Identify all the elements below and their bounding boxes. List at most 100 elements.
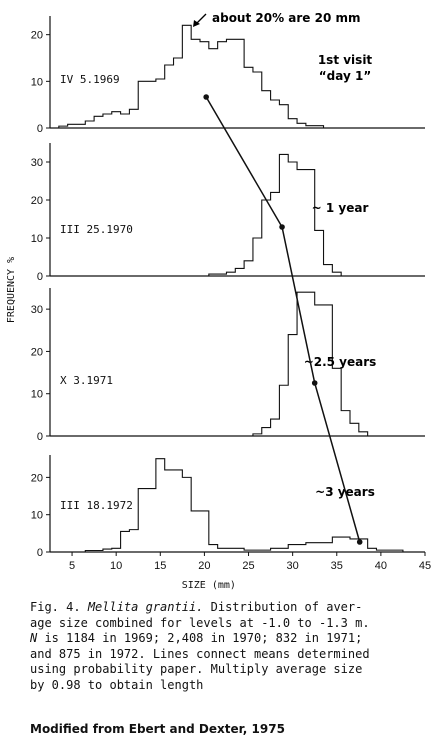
histogram-bar [297, 545, 306, 552]
histogram-bar [138, 489, 147, 552]
histogram-bar [121, 114, 130, 128]
histogram-bar [306, 170, 315, 276]
histogram-bar [138, 81, 147, 128]
histogram-bar [341, 411, 350, 436]
histogram-bar [324, 265, 333, 276]
mean-point [356, 539, 363, 545]
histogram-bar [324, 543, 333, 552]
histogram-bar [218, 42, 227, 128]
histogram-bar [235, 548, 244, 552]
histogram-bar [85, 121, 94, 128]
caption-line6: by 0.98 to obtain length [30, 677, 204, 692]
histogram-bar [103, 549, 112, 552]
histogram-bar [129, 109, 138, 128]
histogram-bar [200, 511, 209, 552]
histogram-bar [279, 548, 288, 552]
histogram-bar [147, 489, 156, 552]
histogram-bar [129, 530, 138, 552]
caption-n-letter: N [30, 631, 38, 645]
histogram-bar [262, 550, 271, 552]
histogram-bar [209, 49, 218, 128]
size-frequency-chart: 0 10 20 IV 5.1969 1st visit “day 1” 0 10 20 30 III… [6, 11, 431, 591]
histogram-bar [253, 238, 262, 276]
y-tick-label: 20 [31, 346, 43, 358]
histogram-panel-1 [58, 24, 325, 128]
histogram-bar [94, 551, 103, 552]
histogram-panel-3 [252, 291, 369, 436]
histogram-bar [332, 272, 341, 276]
y-tick-label: 10 [31, 389, 43, 401]
x-tick-label: 40 [375, 560, 387, 572]
histogram-bar [191, 511, 200, 552]
mean-point [279, 224, 285, 230]
histogram-bar [174, 470, 183, 552]
histogram-bar [315, 543, 324, 552]
mean-point [311, 380, 318, 386]
histogram-bar [279, 385, 288, 436]
histogram-bar [165, 470, 174, 552]
y-tick-label: 0 [37, 431, 43, 443]
y-tick-label: 0 [37, 271, 43, 283]
panel-annotation: ~ 1 year [312, 201, 369, 215]
source-credit: Modified from Ebert and Dexter, 1975 [30, 722, 285, 736]
histogram-bar [59, 126, 68, 128]
x-axis-title: SIZE (mm) [182, 580, 236, 591]
caption-fig-label: Fig. 4. [30, 600, 81, 614]
caption-line1: Distribution of aver- [203, 600, 363, 614]
histogram-bar [253, 434, 262, 436]
histogram-bar [368, 548, 377, 552]
panel-date-label: III 25.1970 [60, 223, 133, 236]
y-tick-label: 10 [31, 510, 43, 522]
histogram-bar [85, 551, 94, 552]
histogram-bar [306, 126, 315, 128]
histogram-bar [288, 162, 297, 276]
histogram-bar [218, 548, 227, 552]
y-axis-title: FREQUENCY % [6, 257, 17, 323]
histogram-bar [226, 272, 235, 276]
panel-annotation: 1st visit [318, 53, 373, 67]
histogram-bar [156, 79, 165, 128]
histogram-bar [112, 112, 121, 128]
histogram-bar [94, 116, 103, 128]
histogram-bar [244, 67, 253, 128]
histogram-bar [121, 531, 130, 552]
y-tick-label: 20 [31, 30, 43, 42]
histogram-bar [350, 423, 359, 436]
histogram-bar [385, 550, 394, 552]
histogram-bar [315, 126, 324, 128]
histogram-bar [376, 550, 385, 552]
histogram-bar [209, 545, 218, 552]
caption-line2: age size combined for levels at -1.0 to … [30, 615, 370, 630]
histogram-bar [182, 25, 191, 128]
caption-line3: is 1184 in 1969; 2,408 in 1970; 832 in 1… [37, 631, 363, 645]
figure-caption: Fig. 4. Mellita grantii. Distribution of… [30, 600, 430, 693]
y-tick-label: 10 [31, 233, 43, 245]
histogram-bar [359, 432, 368, 436]
histogram-bar [147, 81, 156, 128]
histogram-bar [279, 154, 288, 276]
histogram-bar [315, 230, 324, 276]
histogram-bar [103, 114, 112, 128]
y-tick-label: 0 [37, 123, 43, 135]
y-tick-label: 10 [31, 76, 43, 88]
histogram-bar [112, 548, 121, 552]
histogram-bar [306, 543, 315, 552]
histogram-bar [279, 105, 288, 128]
x-tick-label: 25 [242, 560, 254, 572]
histogram-bar [226, 548, 235, 552]
histogram-bar [165, 65, 174, 128]
y-tick-label: 20 [31, 472, 43, 484]
histogram-panel-2 [208, 153, 342, 276]
panel-annotation: “day 1” [319, 69, 371, 83]
y-tick-label: 30 [31, 157, 43, 169]
x-tick-label: 5 [69, 560, 75, 572]
y-tick-label: 0 [37, 547, 43, 559]
histogram-bar [271, 192, 280, 276]
histogram-bar [394, 550, 403, 552]
x-tick-label: 15 [154, 560, 166, 572]
histogram-bar [332, 368, 341, 436]
histogram-bar [297, 123, 306, 128]
histogram-bar [271, 419, 280, 436]
histogram-bar [200, 42, 209, 128]
histogram-bar [182, 477, 191, 552]
